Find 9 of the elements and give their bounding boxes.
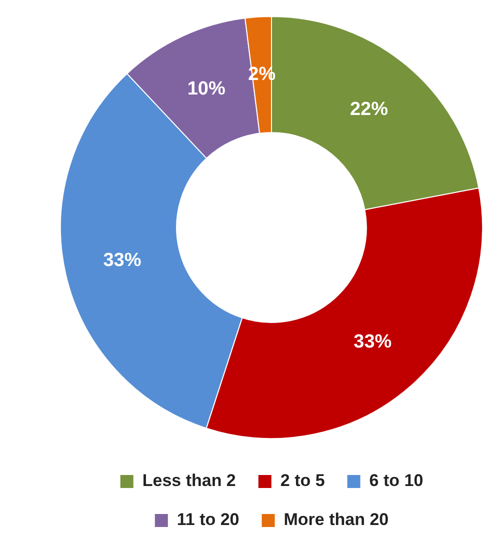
legend-label: 11 to 20 bbox=[176, 510, 240, 530]
data-label: 10% bbox=[187, 78, 226, 100]
legend-label: 2 to 5 bbox=[280, 471, 325, 490]
legend-label: Less than 2 bbox=[142, 471, 236, 490]
data-label: 22% bbox=[350, 98, 388, 120]
legend-label: 6 to 10 bbox=[369, 471, 424, 490]
data-label: 33% bbox=[103, 250, 142, 272]
legend-label: More than 20 bbox=[284, 510, 389, 530]
data-label: 33% bbox=[354, 331, 392, 352]
